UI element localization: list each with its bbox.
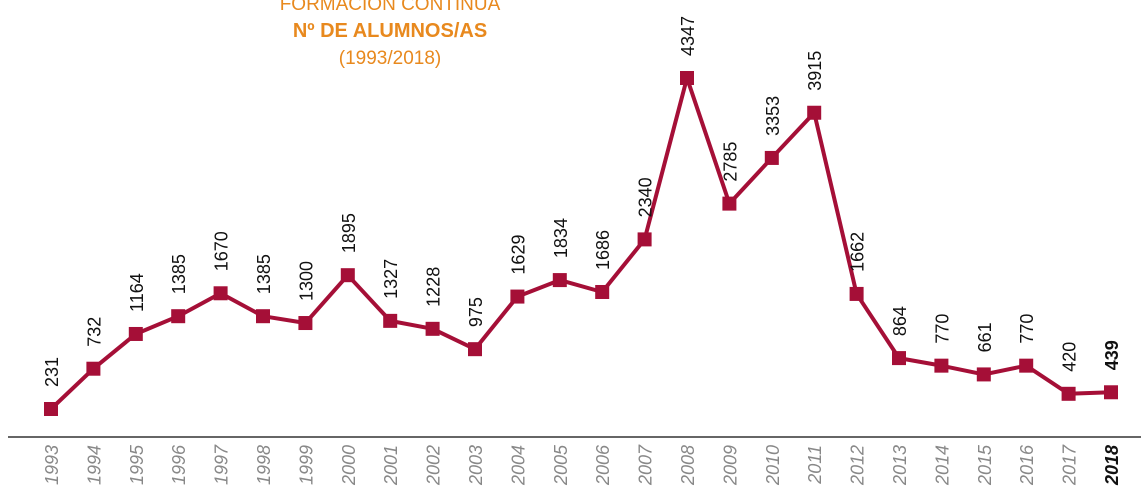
data-label: 1895 xyxy=(339,213,359,253)
data-label: 770 xyxy=(1017,314,1037,344)
chart-subtitle: Nº DE ALUMNOS/AS xyxy=(293,20,487,42)
marker xyxy=(637,232,652,247)
x-tick-label: 1995 xyxy=(127,444,147,485)
data-label: 1385 xyxy=(169,254,189,294)
x-tick-label: 2005 xyxy=(551,444,571,486)
data-label: 1164 xyxy=(127,273,147,312)
x-tick-label: 2014 xyxy=(932,445,952,486)
x-tick-label: 1999 xyxy=(296,445,316,485)
marker xyxy=(595,284,610,299)
data-label: 1629 xyxy=(508,235,528,275)
x-tick-label: 1998 xyxy=(254,445,274,485)
marker xyxy=(1104,385,1118,400)
x-tick-label: 2013 xyxy=(890,445,910,486)
data-label: 2340 xyxy=(636,177,656,217)
marker xyxy=(298,316,313,331)
marker xyxy=(340,268,355,283)
data-label: 1228 xyxy=(424,267,444,307)
marker xyxy=(510,289,525,304)
data-label: 439 xyxy=(1102,340,1122,370)
marker xyxy=(44,402,58,416)
x-tick-label: 1996 xyxy=(169,444,189,485)
marker xyxy=(468,342,482,357)
data-label: 661 xyxy=(975,322,995,352)
x-tick-label: 2001 xyxy=(381,445,401,486)
data-label: 1686 xyxy=(593,230,613,270)
marker xyxy=(976,367,991,382)
marker xyxy=(807,105,822,120)
marker xyxy=(849,286,864,301)
data-label: 1385 xyxy=(254,254,274,294)
series-line xyxy=(49,76,1112,411)
data-label: 1300 xyxy=(296,261,316,301)
x-tick-label: 2017 xyxy=(1060,444,1080,486)
data-label: 975 xyxy=(466,297,486,327)
x-tick-label: 2007 xyxy=(636,444,656,486)
data-label: 1670 xyxy=(212,231,232,271)
marker xyxy=(171,309,186,324)
x-tick-label: 1993 xyxy=(42,445,62,485)
x-tick-label: 2006 xyxy=(593,444,613,486)
x-tick-label: 2009 xyxy=(720,445,740,486)
x-tick-label: 2002 xyxy=(424,445,444,486)
data-label: 3353 xyxy=(763,96,783,136)
x-tick-label: 1994 xyxy=(84,445,104,485)
data-label: 3915 xyxy=(805,51,825,91)
x-tick-label: 2008 xyxy=(678,445,698,486)
data-label: 420 xyxy=(1060,342,1080,372)
marker xyxy=(892,351,906,366)
data-label: 732 xyxy=(84,317,104,347)
marker xyxy=(383,313,398,328)
x-tick-label: 2010 xyxy=(763,445,783,486)
x-tick-label: 2000 xyxy=(339,445,359,486)
data-label: 4347 xyxy=(678,16,698,56)
x-tick-label: 2016 xyxy=(1017,444,1037,486)
data-label: 1834 xyxy=(551,218,571,258)
chart-period: (1993/2018) xyxy=(339,48,441,69)
data-label: 864 xyxy=(890,306,910,336)
x-tick-label: 1997 xyxy=(212,444,232,485)
marker xyxy=(1061,386,1076,401)
marker xyxy=(722,196,737,211)
marker xyxy=(213,286,228,301)
x-tick-label: 2004 xyxy=(508,445,528,486)
marker xyxy=(1019,358,1034,373)
marker xyxy=(680,71,694,85)
marker xyxy=(425,321,440,336)
x-tick-label: 2003 xyxy=(466,445,486,486)
x-tick-label: 2018 xyxy=(1102,445,1122,486)
x-tick-label: 2011 xyxy=(805,445,825,485)
data-label: 2785 xyxy=(720,142,740,182)
marker xyxy=(934,358,949,373)
chart-title: FORMACIÓN CONTINUA xyxy=(280,0,501,15)
data-label: 1662 xyxy=(848,232,868,272)
marker xyxy=(764,150,779,165)
x-tick-label: 2012 xyxy=(848,445,868,486)
marker xyxy=(256,309,270,324)
marker xyxy=(128,326,143,341)
x-tick-label: 2015 xyxy=(975,444,995,486)
data-label: 231 xyxy=(42,357,62,387)
data-label: 770 xyxy=(932,314,952,344)
data-label: 1327 xyxy=(381,259,401,299)
marker xyxy=(86,361,101,376)
marker xyxy=(552,273,567,288)
